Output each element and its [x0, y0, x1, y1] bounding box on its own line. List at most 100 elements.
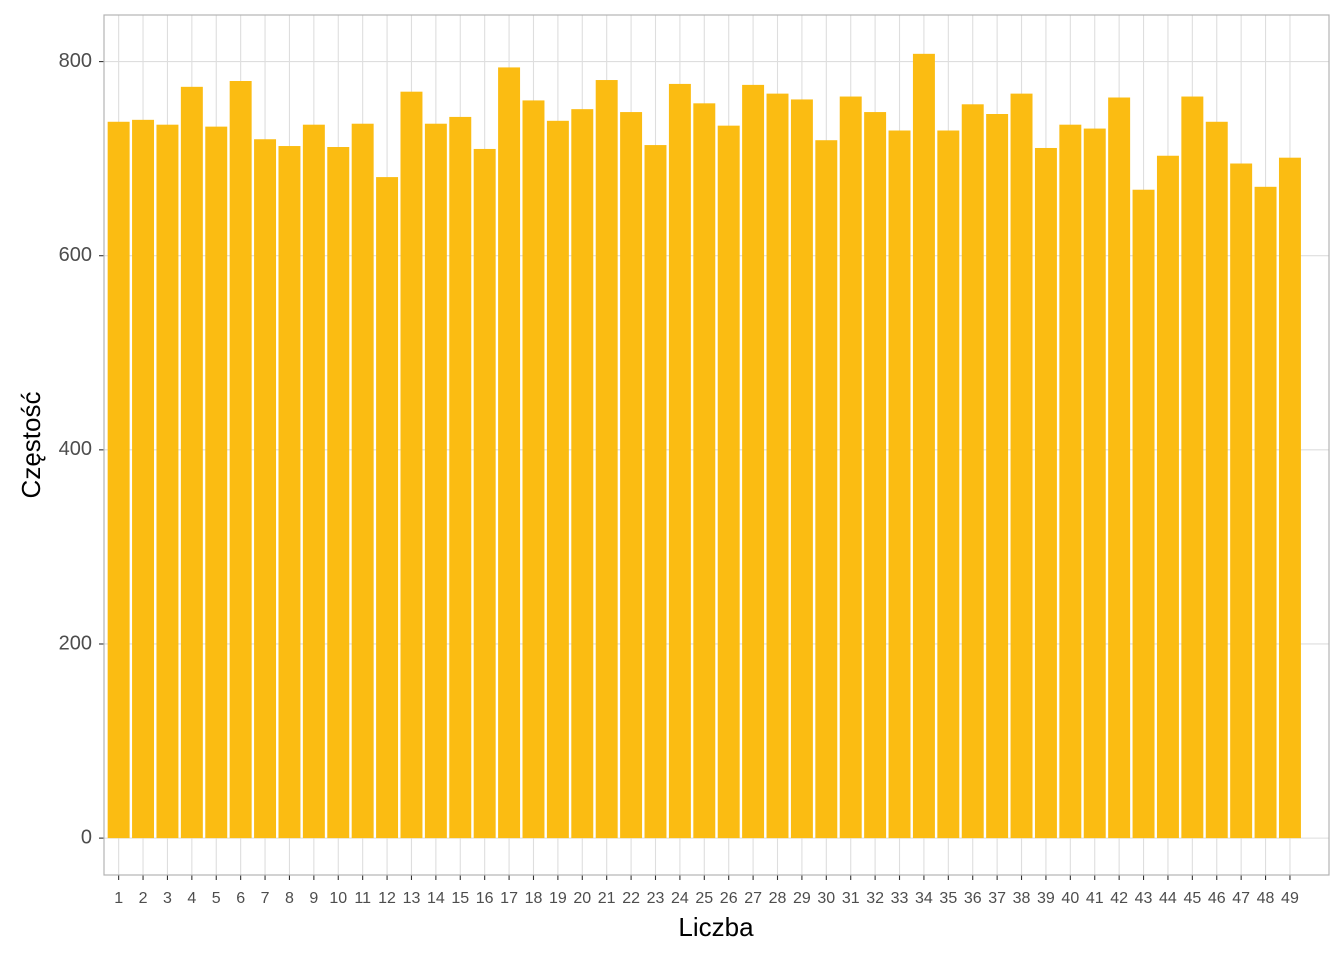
- x-tick-label: 5: [212, 890, 221, 907]
- bar: [1181, 96, 1204, 839]
- x-tick-label: 32: [866, 890, 884, 907]
- x-tick-label: 15: [451, 890, 469, 907]
- bar: [644, 145, 667, 839]
- bar: [693, 103, 716, 839]
- x-tick-label: 25: [695, 890, 713, 907]
- bar: [1278, 157, 1301, 839]
- bar: [1059, 124, 1082, 839]
- x-tick-label: 18: [525, 890, 543, 907]
- panel-border: [103, 14, 1330, 876]
- x-tick-label: 22: [622, 890, 640, 907]
- x-tick-label: 7: [261, 890, 270, 907]
- bar: [278, 146, 301, 839]
- x-tick-label: 28: [769, 890, 787, 907]
- bar: [424, 123, 447, 839]
- x-tick-label: 11: [354, 890, 371, 907]
- x-tick-label: 12: [378, 890, 396, 907]
- y-tick-label: 200: [59, 632, 92, 654]
- x-tick-label: 30: [817, 890, 835, 907]
- bar: [180, 86, 203, 839]
- bar: [888, 130, 911, 839]
- x-tick-label: 47: [1232, 890, 1250, 907]
- bar: [327, 147, 350, 839]
- x-tick-label: 2: [139, 890, 148, 907]
- x-tick-label: 19: [549, 890, 567, 907]
- bar: [546, 120, 569, 839]
- x-tick-label: 39: [1037, 890, 1055, 907]
- bar: [986, 114, 1009, 839]
- bar: [1205, 121, 1228, 839]
- bar: [839, 96, 862, 839]
- bar: [864, 112, 887, 839]
- bar: [449, 116, 472, 839]
- bar: [302, 124, 325, 839]
- x-tick-label: 35: [939, 890, 957, 907]
- x-tick-label: 45: [1183, 890, 1201, 907]
- bar: [229, 81, 252, 839]
- x-tick-label: 17: [500, 890, 518, 907]
- x-axis-title: Liczba: [678, 912, 754, 942]
- x-tick-label: 43: [1135, 890, 1153, 907]
- bar: [400, 91, 423, 839]
- y-tick-label: 0: [81, 826, 92, 848]
- y-tick-label: 600: [59, 244, 92, 266]
- x-tick-label: 41: [1086, 890, 1104, 907]
- bar: [351, 123, 374, 839]
- y-tick-label: 400: [59, 438, 92, 460]
- x-tick-label: 1: [114, 890, 123, 907]
- bar: [937, 130, 960, 839]
- x-tick-label: 16: [476, 890, 494, 907]
- bar: [815, 140, 838, 839]
- x-tick-label: 9: [309, 890, 318, 907]
- bar: [620, 112, 643, 839]
- bar: [376, 177, 399, 839]
- x-tick-label: 49: [1281, 890, 1299, 907]
- bar: [254, 139, 277, 839]
- bar: [522, 100, 545, 839]
- x-tick-label: 14: [427, 890, 445, 907]
- x-tick-label: 34: [915, 890, 933, 907]
- x-tick-label: 6: [236, 890, 245, 907]
- x-tick-label: 40: [1061, 890, 1079, 907]
- bar: [571, 109, 594, 839]
- x-tick-label: 24: [671, 890, 689, 907]
- x-tick-label: 27: [744, 890, 762, 907]
- bar: [205, 126, 228, 839]
- bar: [1083, 128, 1106, 839]
- bar: [1254, 186, 1277, 839]
- x-tick-label: 23: [647, 890, 665, 907]
- x-tick-label: 29: [793, 890, 811, 907]
- bar: [132, 119, 155, 839]
- bar: [1108, 97, 1131, 839]
- bar: [107, 121, 130, 839]
- x-tick-label: 20: [573, 890, 591, 907]
- y-tick-label: 800: [59, 50, 92, 72]
- bar: [595, 80, 618, 839]
- bar: [156, 124, 179, 839]
- bar: [668, 83, 691, 839]
- bar: [912, 53, 935, 839]
- bar: [1010, 93, 1033, 839]
- x-tick-label: 10: [329, 890, 347, 907]
- bar: [1132, 189, 1155, 839]
- bar: [473, 148, 496, 839]
- x-tick-label: 8: [285, 890, 294, 907]
- x-tick-label: 33: [891, 890, 909, 907]
- x-tick-label: 13: [403, 890, 421, 907]
- bar: [961, 104, 984, 839]
- bar: [1156, 155, 1179, 839]
- bar: [766, 93, 789, 839]
- x-tick-label: 46: [1208, 890, 1226, 907]
- x-tick-label: 4: [187, 890, 196, 907]
- y-axis-title: Częstość: [16, 392, 46, 499]
- bar: [717, 125, 740, 839]
- bar: [498, 67, 521, 839]
- x-tick-label: 37: [988, 890, 1006, 907]
- x-tick-label: 3: [163, 890, 172, 907]
- bar: [1034, 147, 1057, 839]
- bar: [742, 84, 765, 839]
- x-tick-label: 26: [720, 890, 738, 907]
- bar: [1230, 163, 1253, 839]
- x-tick-label: 48: [1257, 890, 1275, 907]
